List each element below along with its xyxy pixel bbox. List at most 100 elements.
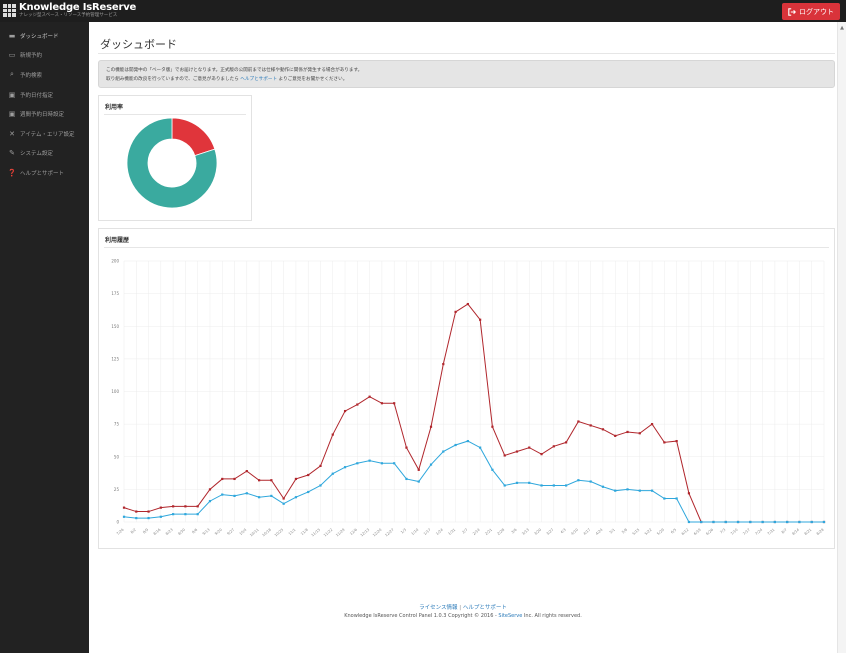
- x-tick-label: 1/10: [411, 527, 420, 536]
- divider: [104, 114, 246, 115]
- series-point: [159, 515, 162, 518]
- series-point: [257, 496, 261, 499]
- x-tick-label: 4/10: [570, 527, 579, 536]
- sidebar-item-dashboard[interactable]: ▬ ダッシュボード: [0, 26, 89, 46]
- series-point: [122, 506, 126, 509]
- y-tick-label: 175: [111, 291, 119, 296]
- sidebar-item-date-setting[interactable]: ▣ 予約日付指定: [0, 85, 89, 105]
- series-point: [221, 477, 224, 481]
- x-tick-label: 9/27: [226, 528, 235, 536]
- series-point: [663, 497, 666, 500]
- series-point: [675, 497, 678, 500]
- x-tick-label: 6/5: [670, 528, 677, 535]
- series-point: [147, 510, 150, 513]
- series-point: [479, 318, 482, 321]
- series-point: [233, 477, 236, 481]
- footer-separator: |: [459, 605, 462, 611]
- series-point: [368, 459, 371, 462]
- dashboard-icon: ▬: [8, 31, 16, 40]
- divider: [98, 53, 835, 54]
- help-icon: ❓: [7, 168, 17, 177]
- series-point: [331, 472, 334, 475]
- series-point: [650, 489, 654, 492]
- series-line: [123, 440, 824, 523]
- x-tick-label: 1/17: [423, 528, 432, 536]
- series-point: [552, 445, 555, 448]
- sidebar-item-label: システム設定: [20, 151, 53, 158]
- x-tick-label: 8/16: [153, 527, 162, 536]
- x-tick-label: 2/7: [461, 528, 468, 535]
- x-tick-label: 1/3: [400, 528, 407, 535]
- series-point: [540, 484, 543, 487]
- x-tick-label: 12/6: [349, 527, 358, 536]
- license-link[interactable]: ライセンス情報: [419, 605, 458, 611]
- search-icon: ⌕: [10, 70, 14, 79]
- company-link[interactable]: SiteServe: [498, 613, 523, 619]
- donut-slice-used: [171, 117, 216, 157]
- sidebar-item-system-setting[interactable]: ✎ システム設定: [0, 144, 89, 164]
- x-tick-label: 10/11: [249, 528, 260, 538]
- series-point: [626, 488, 629, 491]
- sidebar-item-weekly-setting[interactable]: ▣ 週間予約日時設定: [0, 104, 89, 124]
- scrollbar[interactable]: [837, 22, 846, 653]
- x-tick-label: 12/20: [372, 527, 383, 537]
- x-tick-label: 10/18: [262, 527, 273, 537]
- beta-notice: この機能は開発中の「ベータ版」でお届けとなります。正式版の公開前までは仕様や動作…: [98, 60, 835, 88]
- series-point: [331, 433, 334, 436]
- y-tick-label: 0: [116, 520, 119, 525]
- x-tick-label: 4/3: [560, 528, 567, 535]
- series-point: [184, 505, 187, 508]
- series-point: [196, 513, 199, 516]
- y-tick-label: 50: [114, 454, 120, 459]
- series-point: [282, 502, 285, 505]
- x-tick-label: 1/31: [447, 528, 456, 536]
- usage-donut-chart: [126, 117, 218, 209]
- footer-help-link[interactable]: ヘルプとサポート: [462, 605, 507, 611]
- series-point: [257, 479, 261, 482]
- series-point: [638, 489, 641, 492]
- x-tick-label: 8/2: [130, 528, 137, 535]
- series-point: [307, 473, 310, 477]
- series-point: [515, 450, 519, 453]
- series-point: [663, 441, 666, 444]
- brand[interactable]: Knowledge IsReserve ナレッジ型スペース・リソース予約管理サー…: [3, 2, 136, 19]
- series-point: [343, 466, 347, 469]
- x-tick-label: 8/21: [804, 528, 813, 536]
- series-point: [565, 441, 568, 444]
- series-point: [196, 505, 199, 508]
- panel-title: 利用率: [105, 104, 124, 111]
- series-point: [380, 462, 383, 465]
- logout-icon: [788, 7, 796, 16]
- series-point: [405, 446, 408, 449]
- series-point: [147, 516, 150, 520]
- sidebar-item-new-reservation[interactable]: ▭ 新規予約: [0, 46, 89, 66]
- x-tick-label: 10/25: [274, 528, 285, 538]
- series-point: [712, 520, 715, 524]
- series-point: [724, 520, 727, 524]
- x-tick-label: 2/14: [472, 527, 481, 536]
- series-point: [429, 463, 433, 466]
- series-point: [221, 493, 224, 496]
- sidebar-item-reservation-search[interactable]: ⌕ 予約検索: [0, 65, 89, 85]
- help-support-link[interactable]: ヘルプとサポート: [240, 77, 278, 82]
- x-tick-label: 12/27: [384, 528, 395, 538]
- series-point: [319, 464, 322, 467]
- x-tick-label: 6/26: [705, 527, 714, 536]
- series-point: [565, 484, 568, 487]
- x-tick-label: 2/21: [484, 528, 493, 536]
- sidebar-item-item-area-setting[interactable]: ✕ アイテム・エリア設定: [0, 124, 89, 144]
- sidebar-item-help[interactable]: ❓ ヘルプとサポート: [0, 163, 89, 183]
- y-tick-label: 200: [111, 259, 119, 264]
- series-point: [319, 484, 322, 487]
- series-point: [687, 520, 691, 524]
- series-point: [810, 520, 813, 524]
- series-point: [245, 492, 248, 495]
- x-tick-label: 8/14: [791, 527, 800, 536]
- series-point: [270, 479, 273, 482]
- scroll-up-icon[interactable]: ▲: [840, 25, 844, 31]
- series-point: [233, 494, 236, 497]
- series-point: [270, 494, 273, 497]
- logout-button[interactable]: ログアウト: [782, 3, 840, 20]
- sidebar-item-label: 新規予約: [20, 53, 43, 60]
- series-point: [675, 439, 678, 443]
